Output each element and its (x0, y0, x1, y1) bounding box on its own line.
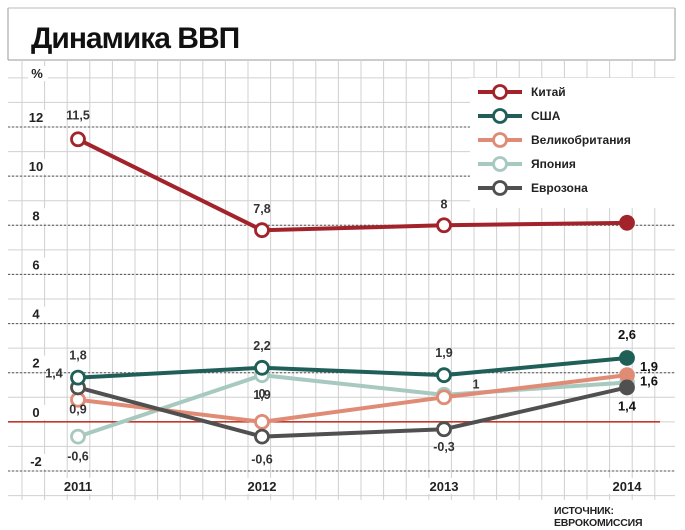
legend-entry: США (531, 109, 561, 123)
data-point (70, 369, 86, 386)
ytick-bg (28, 355, 50, 371)
data-point (254, 222, 270, 239)
legend-swatch-marker (492, 132, 508, 148)
legend-swatch-marker (492, 84, 508, 100)
legend-entry: Япония (531, 157, 576, 171)
data-label: 1,8 (69, 349, 86, 363)
data-point (254, 428, 270, 445)
series-line-2 (77, 373, 628, 424)
series-line-1 (77, 355, 628, 380)
series-line-4 (77, 385, 628, 439)
data-label: 2,6 (618, 327, 636, 342)
data-label: 1,6 (640, 374, 658, 389)
ytick-label: 12 (29, 110, 43, 125)
legend-swatch-marker (492, 180, 508, 196)
xtick-label: 2012 (248, 479, 277, 494)
ytick-label: 0 (32, 405, 39, 420)
xtick-bg (424, 478, 464, 494)
xtick-bg (58, 478, 98, 494)
series-line-3 (77, 373, 628, 439)
data-label: 1,9 (253, 388, 270, 402)
legend-entry: Великобритания (531, 133, 631, 147)
data-label: 0 (259, 387, 266, 401)
xtick-bg (607, 478, 647, 494)
data-point (436, 389, 452, 406)
data-point (436, 217, 452, 234)
data-label: 1,4 (618, 398, 637, 413)
data-point (619, 379, 635, 396)
data-label: 0,9 (69, 403, 86, 417)
data-label: -0,6 (251, 453, 273, 467)
ytick-bg (28, 159, 50, 175)
xtick-label: 2011 (64, 479, 92, 494)
data-label: 2,2 (253, 339, 270, 353)
legend-swatch-marker (492, 156, 508, 172)
legend-entry: Китай (531, 85, 566, 99)
data-point (70, 428, 86, 445)
ytick-label: 10 (29, 159, 43, 174)
data-label: 1,9 (435, 346, 452, 360)
ytick-label: 6 (32, 257, 39, 272)
data-label: 1,4 (45, 366, 62, 380)
source-bg (550, 500, 675, 522)
data-label: 11,5 (66, 108, 90, 122)
data-label: 7,8 (253, 202, 270, 216)
ytick-label: 8 (32, 208, 39, 223)
ylabel-bg (28, 66, 48, 81)
source-note: ИСТОЧНИК: ЕВРОКОМИССИЯ (554, 505, 643, 529)
ytick-bg (28, 208, 50, 224)
ytick-bg (28, 110, 50, 125)
ytick-label: 4 (32, 307, 40, 322)
data-label: 1 (473, 377, 480, 391)
data-point (436, 367, 452, 384)
data-point (436, 421, 452, 438)
data-point (70, 131, 86, 148)
data-label: -0,6 (67, 450, 89, 464)
chart-title: Динамика ВВП (31, 22, 240, 55)
ytick-bg (28, 454, 50, 469)
ytick-bg (28, 404, 50, 420)
legend-entry: Еврозона (531, 181, 588, 195)
legend-swatch-marker (492, 108, 508, 124)
data-label: 1,9 (640, 359, 658, 374)
data-label: 8 (441, 197, 448, 211)
data-point (619, 350, 635, 366)
data-point (254, 413, 270, 430)
ytick-bg (28, 257, 50, 273)
xtick-bg (242, 478, 282, 494)
ytick-label: -2 (30, 454, 42, 469)
xtick-label: 2014 (613, 479, 643, 494)
series-line-0 (77, 137, 628, 233)
xtick-label: 2013 (430, 479, 459, 494)
ytick-label: 2 (32, 356, 39, 371)
y-axis-label: % (31, 66, 43, 81)
data-label: -0,3 (433, 440, 455, 454)
ytick-bg (28, 306, 50, 322)
data-point (619, 214, 635, 231)
data-point (254, 359, 270, 376)
